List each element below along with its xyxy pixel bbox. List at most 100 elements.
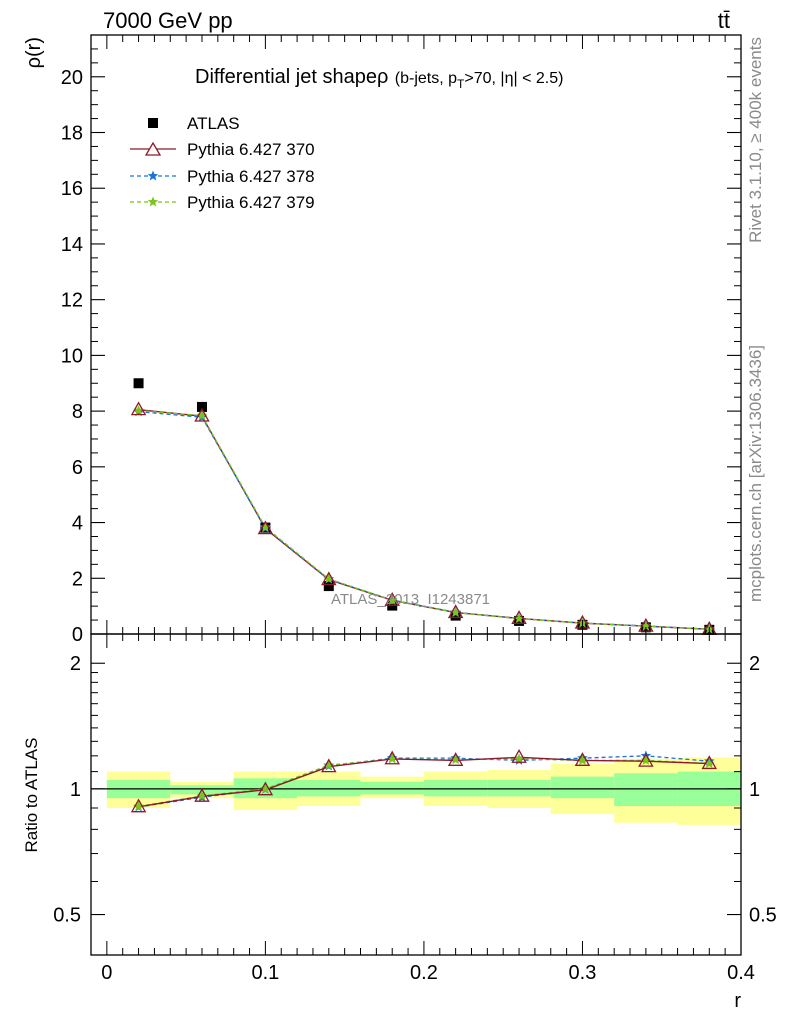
ratio-p379-point — [196, 790, 208, 801]
p370-data-point — [384, 591, 400, 606]
legend-p379-star — [147, 196, 159, 207]
legend-p378-label: Pythia 6.427 378 — [187, 167, 315, 186]
p370-data-point — [447, 604, 464, 619]
main-y-tick-label: 12 — [61, 290, 83, 312]
ratio-y-tick-label-right: 1 — [749, 779, 760, 801]
main-y-tick-label: 20 — [61, 67, 83, 89]
band-inner — [487, 780, 551, 797]
p370-data-point — [321, 571, 337, 586]
main-y-tick-label: 18 — [61, 123, 83, 145]
x-tick-label: 0.4 — [727, 962, 755, 984]
atlas-data-point — [196, 401, 207, 412]
band-inner — [614, 773, 678, 806]
legend-p379-label: Pythia 6.427 379 — [187, 193, 315, 212]
ratio-p379-point — [640, 754, 652, 765]
ratio-plot-frame — [90, 633, 742, 956]
legend-p370-marker — [144, 141, 162, 156]
main-y-tick-label: 14 — [61, 234, 83, 256]
ratio-p370-point — [130, 798, 147, 813]
ratio-p379-point — [577, 754, 588, 765]
legend-atlas-label: ATLAS — [187, 114, 240, 133]
x-tick-label: 0 — [101, 962, 112, 984]
main-y-tick-label: 10 — [61, 345, 83, 367]
title-note-rest: >70, |η| < 2.5) — [464, 70, 563, 87]
energy-label: 7000 GeV pp — [103, 8, 233, 33]
atlas-data-point — [450, 610, 461, 621]
title-note: (b-jets, pT>70, |η| < 2.5) — [395, 70, 564, 91]
ratio-y-tick-label-right: 0.5 — [749, 905, 777, 927]
legend-p378-marker — [147, 170, 159, 181]
ratio-p379-point — [704, 758, 715, 768]
main-plot-title: Differential jet shapeρ (b-jets, pT>70, … — [195, 66, 563, 91]
ratio-p370-point — [384, 750, 400, 765]
band-inner — [550, 776, 615, 799]
ratio-p370-point — [701, 755, 718, 770]
ratio-y-tick-label: 2 — [70, 653, 81, 675]
ratio-p370-point — [257, 781, 274, 796]
x-tick-label: 0.1 — [251, 962, 279, 984]
p370-data-point — [511, 610, 527, 624]
ratio-plot-data — [130, 749, 718, 813]
band-inner — [360, 781, 424, 795]
p370-data-point — [257, 520, 274, 535]
analysis-watermark: ATLAS_2013_I1243871 — [331, 591, 490, 608]
main-y-tick-label: 8 — [72, 401, 83, 423]
mcplots-label: mcplots.cern.ch [arXiv:1306.3436] — [746, 345, 765, 602]
ratio-y-axis-title: Ratio to ATLAS — [22, 738, 41, 853]
band-inner — [423, 780, 488, 797]
p379-data-point — [450, 607, 461, 617]
ratio-y-tick-label: 1 — [70, 779, 81, 801]
p379-data-point — [386, 594, 398, 605]
main-y-tick-label: 6 — [72, 457, 83, 479]
title-main: Differential jet shapeρ — [195, 66, 388, 88]
main-y-tick-label: 16 — [61, 178, 83, 200]
ratio-p379-point — [133, 800, 144, 811]
main-axis-ticks: 0 2 4 6 8 10 12 14 16 18 20 — [61, 34, 742, 646]
ratio-p379-point — [323, 759, 335, 770]
ratio-p370-point — [321, 758, 337, 773]
main-panel: 0 2 4 6 8 10 12 14 16 18 20 ρ(r) Differential jet … — [23, 34, 742, 646]
legend: ATLAS Pythia 6.427 370 Pythia 6.427 378 … — [130, 114, 315, 212]
p379-data-point — [323, 573, 335, 584]
ratio-p370-point — [194, 787, 210, 802]
ratio-panel: 0 0.1 0.2 0.3 0.4 0.5 0.5 1 1 2 2 Ratio to ATLAS r — [22, 633, 777, 1012]
band-inner — [297, 780, 361, 797]
ratio-p379-point — [386, 753, 398, 764]
x-axis-title: r — [734, 990, 741, 1012]
main-plot-data — [130, 378, 718, 635]
title-note-open: (b-jets, p — [395, 70, 457, 87]
p370-data-point — [194, 407, 210, 422]
x-tick-label: 0.3 — [569, 962, 597, 984]
ratio-axis-ticks: 0 0.1 0.2 0.3 0.4 0.5 0.5 1 1 2 2 — [53, 634, 777, 984]
rivet-label: Rivet 3.1.10, ≥ 400k events — [746, 37, 765, 243]
p379-data-point — [196, 410, 208, 421]
p379-data-point — [513, 613, 525, 624]
ratio-y-tick-label: 0.5 — [53, 905, 81, 927]
legend-p379-marker — [147, 196, 159, 207]
ratio-p370-point — [511, 749, 527, 763]
p379-data-point — [133, 405, 144, 416]
main-y-tick-label: 0 — [72, 624, 83, 646]
atlas-data-point — [133, 378, 144, 389]
ratio-p370-point — [447, 752, 464, 766]
title-note-sub: T — [457, 77, 465, 91]
ratio-y-tick-label-right: 2 — [749, 653, 760, 675]
process-label: tt̄ — [718, 8, 730, 33]
legend-p370-label: Pythia 6.427 370 — [187, 140, 315, 159]
ratio-p379-point — [260, 783, 271, 794]
main-y-tick-label: 2 — [72, 568, 83, 590]
p379-data-point — [260, 521, 271, 532]
series-line-p379 — [138, 409, 710, 630]
main-y-axis-title: ρ(r) — [23, 37, 45, 68]
ratio-p379-point — [450, 754, 461, 765]
legend-p378-star — [147, 170, 159, 181]
x-tick-label: 0.2 — [410, 962, 438, 984]
p370-data-point — [130, 401, 147, 416]
legend-atlas-marker — [148, 118, 158, 128]
atlas-data-point — [323, 581, 334, 592]
ratio-line-p370 — [138, 756, 710, 808]
ratio-p379-point — [513, 753, 525, 764]
main-y-tick-label: 4 — [72, 513, 83, 535]
ratio-p370-point — [574, 752, 591, 766]
